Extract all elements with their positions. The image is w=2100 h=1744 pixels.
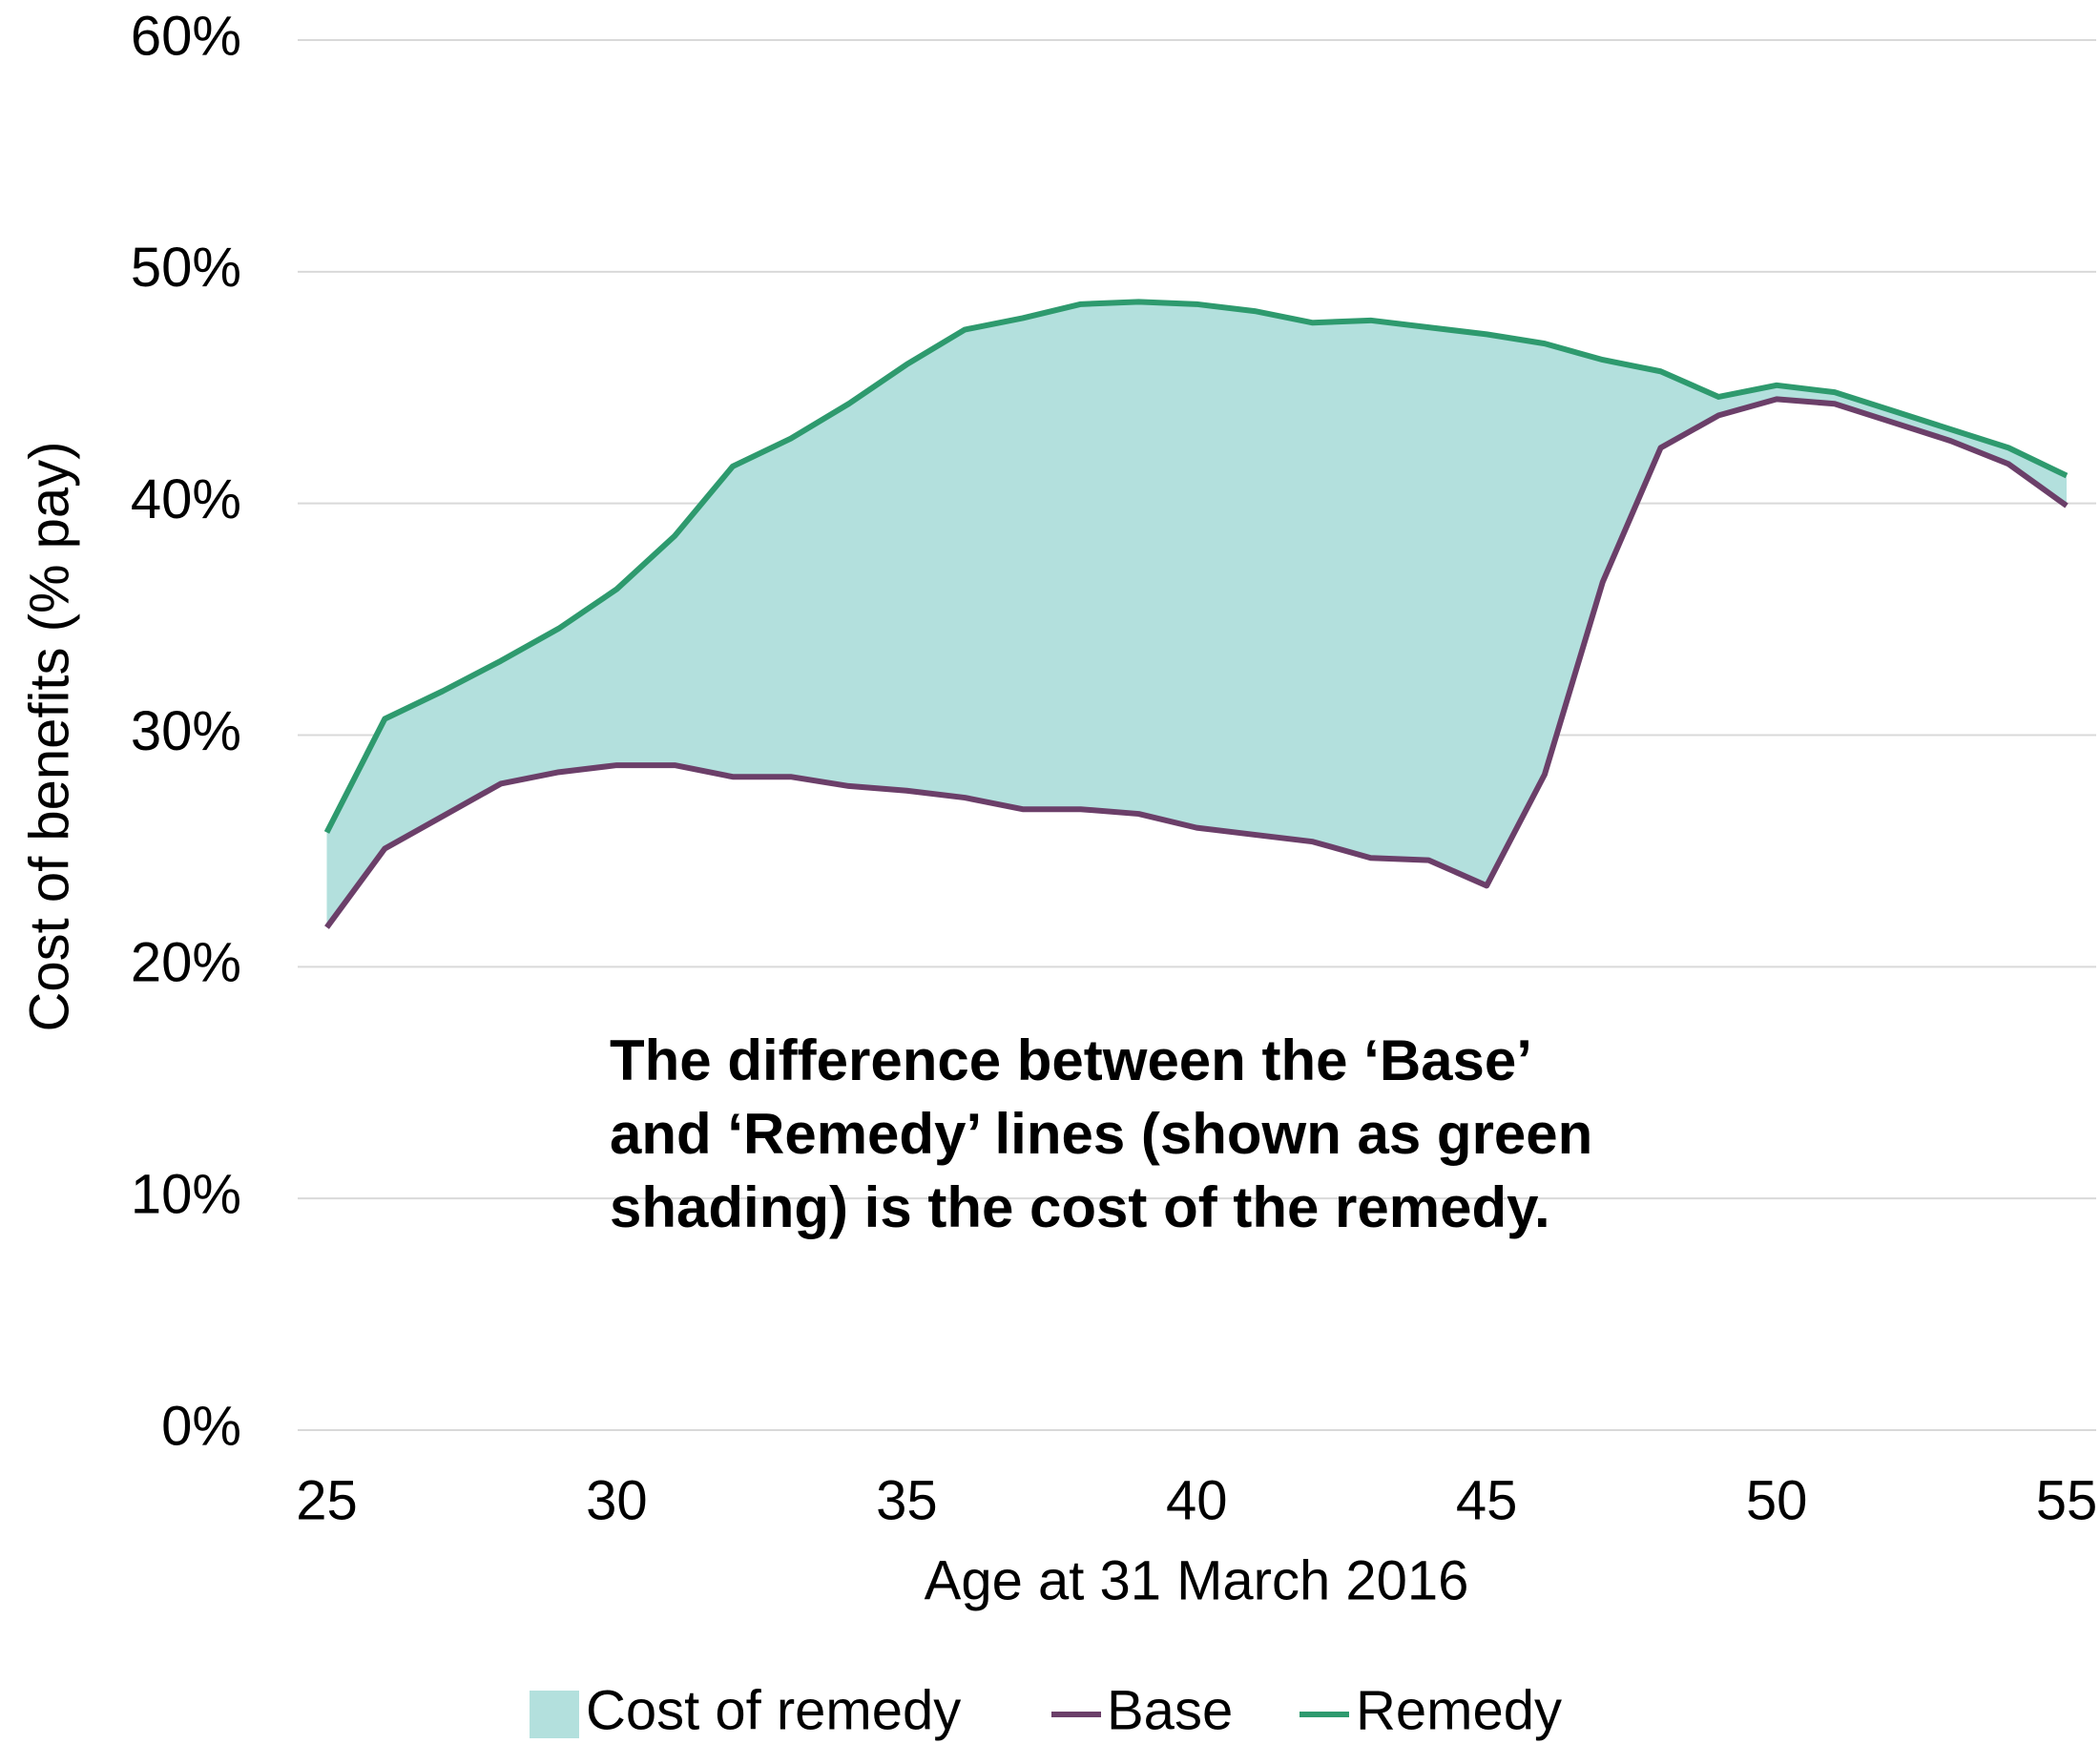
legend-label: Remedy	[1356, 1679, 1562, 1741]
x-tick-label: 35	[876, 1469, 938, 1531]
x-axis-title: Age at 31 March 2016	[925, 1549, 1469, 1611]
x-tick-label: 40	[1166, 1469, 1228, 1531]
annotation-line: and ‘Remedy’ lines (shown as green	[610, 1102, 1592, 1166]
y-tick-label: 10%	[131, 1163, 241, 1225]
x-tick-label: 50	[1746, 1469, 1808, 1531]
legend-swatch	[530, 1691, 579, 1738]
x-tick-label: 25	[296, 1469, 358, 1531]
legend-label: Base	[1107, 1679, 1233, 1741]
line	[323, 299, 2069, 834]
x-tick-label: 45	[1456, 1469, 1518, 1531]
legend: Cost of remedy Base Remedy	[530, 1679, 1562, 1741]
annotation: The difference between the ‘Base’ and ‘R…	[610, 1028, 1592, 1239]
y-tick-label: 50%	[131, 237, 241, 299]
legend-label: Cost of remedy	[586, 1679, 961, 1741]
y-tick-label: 40%	[131, 468, 241, 530]
y-axis-title: Cost of benefits (% pay)	[18, 442, 80, 1032]
y-tick-label: 60%	[131, 5, 241, 67]
annotation-line: shading) is the cost of the remedy.	[610, 1175, 1550, 1239]
y-tick-label: 0%	[161, 1395, 241, 1457]
area	[326, 301, 2067, 928]
x-tick-label: 30	[586, 1469, 648, 1531]
plot-area	[323, 299, 2069, 929]
x-tick-label: 55	[2036, 1469, 2098, 1531]
y-tick-label: 30%	[131, 700, 241, 762]
line	[324, 396, 2069, 929]
y-tick-label: 20%	[131, 932, 241, 994]
annotation-line: The difference between the ‘Base’	[610, 1028, 1532, 1092]
